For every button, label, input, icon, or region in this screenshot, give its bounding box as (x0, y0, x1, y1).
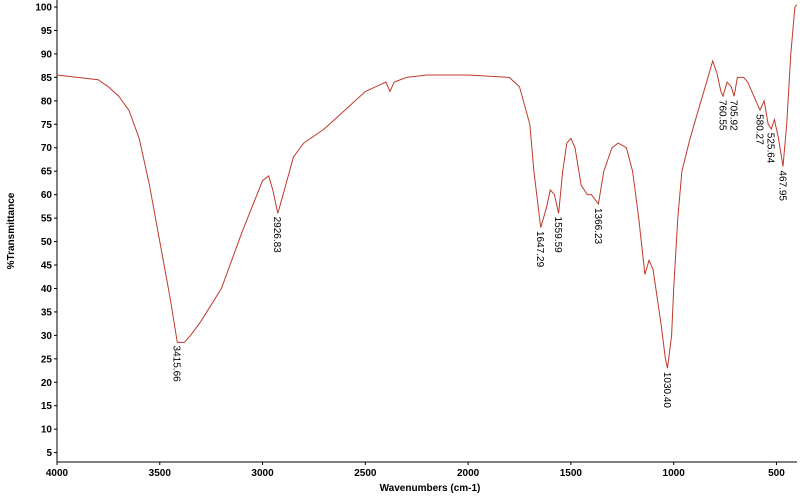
y-tick-label: 35 (41, 307, 53, 318)
y-axis-label: %Transmittance (6, 192, 17, 269)
peak-label: 525.64 (765, 133, 776, 164)
peak-label: 3415.66 (171, 346, 182, 383)
y-tick-label: 15 (41, 401, 53, 412)
x-tick-label: 4000 (46, 468, 69, 479)
peak-label: 580.27 (753, 114, 764, 145)
y-tick-label: 20 (41, 378, 53, 389)
y-tick-label: 5 (46, 448, 52, 459)
y-tick-label: 45 (41, 261, 53, 272)
x-tick-label: 1500 (560, 468, 583, 479)
y-tick-label: 95 (41, 26, 53, 37)
peak-label: 1366.23 (592, 208, 603, 245)
y-tick-label: 80 (41, 96, 53, 107)
y-tick-label: 90 (41, 49, 53, 60)
x-tick-label: 1000 (663, 468, 686, 479)
y-tick-label: 25 (41, 354, 53, 365)
x-tick-label: 2000 (457, 468, 480, 479)
x-tick-label: 3500 (149, 468, 172, 479)
peak-label: 2926.83 (271, 217, 282, 254)
peak-label: 1647.29 (534, 231, 545, 268)
x-tick-label: 2500 (354, 468, 377, 479)
y-tick-label: 40 (41, 284, 53, 295)
y-tick-label: 55 (41, 214, 53, 225)
y-tick-label: 30 (41, 331, 53, 342)
y-tick-label: 100 (35, 3, 52, 14)
x-tick-label: 3000 (251, 468, 274, 479)
x-tick-label: 500 (768, 468, 785, 479)
y-tick-label: 70 (41, 143, 53, 154)
peak-label: 760.55 (716, 100, 727, 131)
peak-label: 705.92 (728, 100, 739, 131)
x-axis-label: Wavenumbers (cm-1) (380, 483, 481, 494)
peak-label: 1559.59 (552, 217, 563, 254)
y-tick-label: 75 (41, 120, 53, 131)
spectrum-line (56, 4, 798, 369)
y-tick-label: 60 (41, 190, 53, 201)
y-tick-label: 50 (41, 237, 53, 248)
peak-label: 1030.40 (661, 372, 672, 409)
peak-label: 467.95 (777, 170, 788, 201)
y-tick-label: 10 (41, 425, 53, 436)
y-tick-label: 85 (41, 73, 53, 84)
y-tick-label: 65 (41, 167, 53, 178)
